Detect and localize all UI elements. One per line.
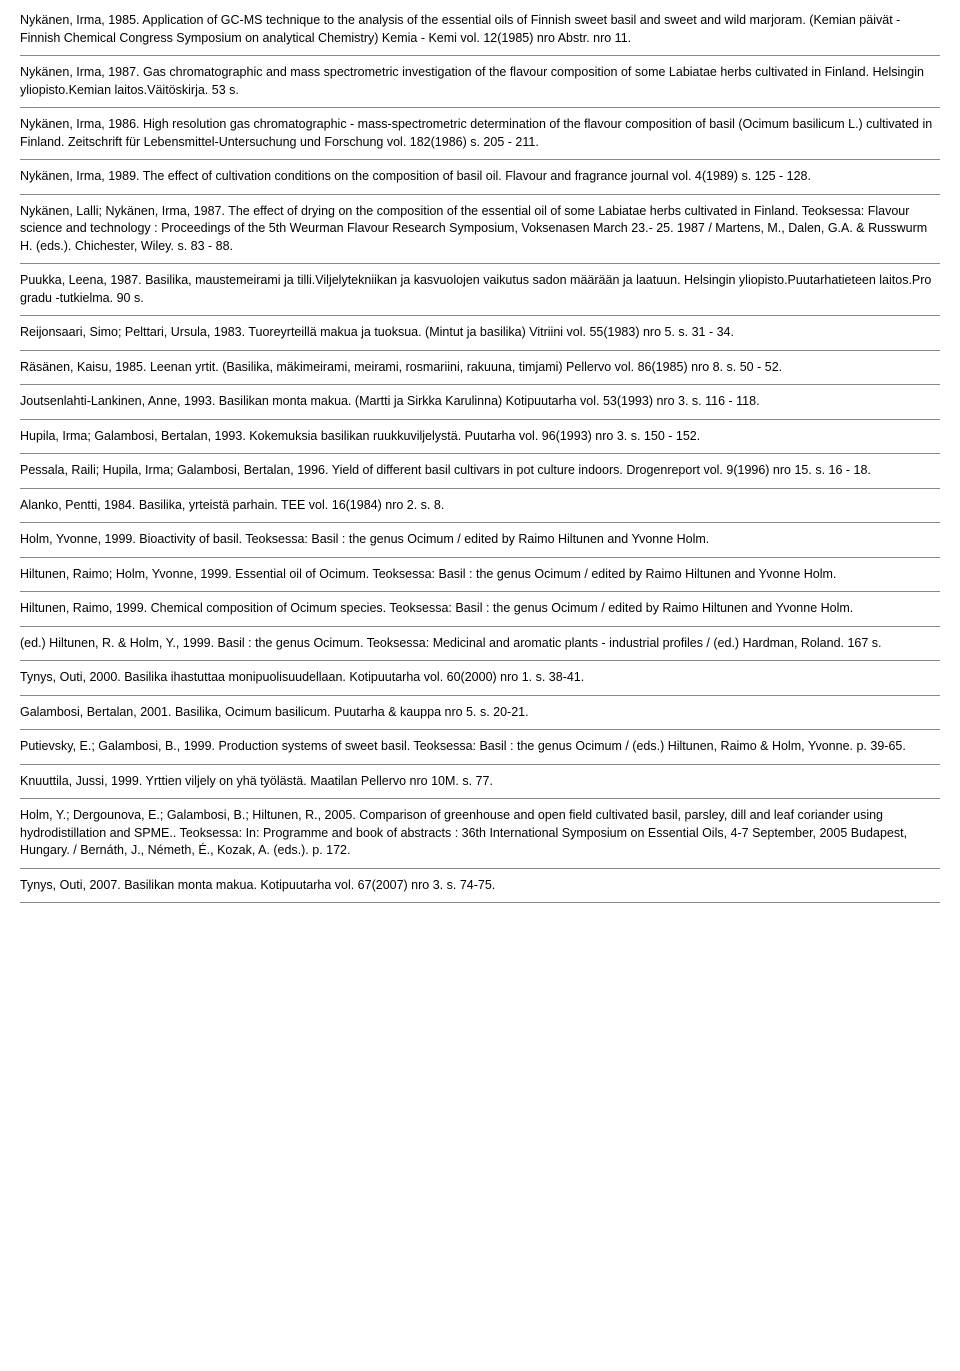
bibliography-entry: Nykänen, Irma, 1985. Application of GC-M… (20, 12, 940, 56)
bibliography-entry: Nykänen, Irma, 1986. High resolution gas… (20, 108, 940, 160)
bibliography-entry: Joutsenlahti-Lankinen, Anne, 1993. Basil… (20, 385, 940, 420)
bibliography-entry: Nykänen, Irma, 1987. Gas chromatographic… (20, 56, 940, 108)
bibliography-entry: Nykänen, Irma, 1989. The effect of culti… (20, 160, 940, 195)
bibliography-entry: Holm, Yvonne, 1999. Bioactivity of basil… (20, 523, 940, 558)
bibliography-entry: Tynys, Outi, 2007. Basilikan monta makua… (20, 869, 940, 904)
bibliography-entry: Pessala, Raili; Hupila, Irma; Galambosi,… (20, 454, 940, 489)
bibliography-entry: Puukka, Leena, 1987. Basilika, maustemei… (20, 264, 940, 316)
bibliography-entry: Reijonsaari, Simo; Pelttari, Ursula, 198… (20, 316, 940, 351)
bibliography-entry: Galambosi, Bertalan, 2001. Basilika, Oci… (20, 696, 940, 731)
bibliography-entry: Hiltunen, Raimo; Holm, Yvonne, 1999. Ess… (20, 558, 940, 593)
bibliography-entry: Alanko, Pentti, 1984. Basilika, yrteistä… (20, 489, 940, 524)
bibliography-entry: Knuuttila, Jussi, 1999. Yrttien viljely … (20, 765, 940, 800)
bibliography-entry: Tynys, Outi, 2000. Basilika ihastuttaa m… (20, 661, 940, 696)
bibliography-entry: Hiltunen, Raimo, 1999. Chemical composit… (20, 592, 940, 627)
bibliography-entry: Räsänen, Kaisu, 1985. Leenan yrtit. (Bas… (20, 351, 940, 386)
bibliography-entry: Holm, Y.; Dergounova, E.; Galambosi, B.;… (20, 799, 940, 869)
bibliography-entry: Nykänen, Lalli; Nykänen, Irma, 1987. The… (20, 195, 940, 265)
bibliography-entry: (ed.) Hiltunen, R. & Holm, Y., 1999. Bas… (20, 627, 940, 662)
bibliography-list: Nykänen, Irma, 1985. Application of GC-M… (20, 12, 940, 903)
bibliography-entry: Hupila, Irma; Galambosi, Bertalan, 1993.… (20, 420, 940, 455)
bibliography-entry: Putievsky, E.; Galambosi, B., 1999. Prod… (20, 730, 940, 765)
